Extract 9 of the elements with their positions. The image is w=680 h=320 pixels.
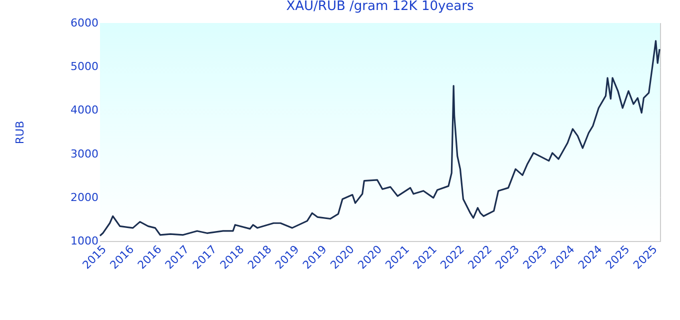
y-tick-label: 4000 [70,104,98,117]
y-tick-label: 6000 [70,16,98,30]
chart-title: XAU/RUB /gram 12K 10years [286,0,474,14]
y-tick-label: 1000 [70,234,98,248]
y-tick-label: 5000 [70,60,98,74]
line-series [99,40,660,237]
y-tick-label: 3000 [70,147,98,160]
y-axis-title: RUB [14,120,27,144]
y-tick-label: 2000 [70,190,98,204]
